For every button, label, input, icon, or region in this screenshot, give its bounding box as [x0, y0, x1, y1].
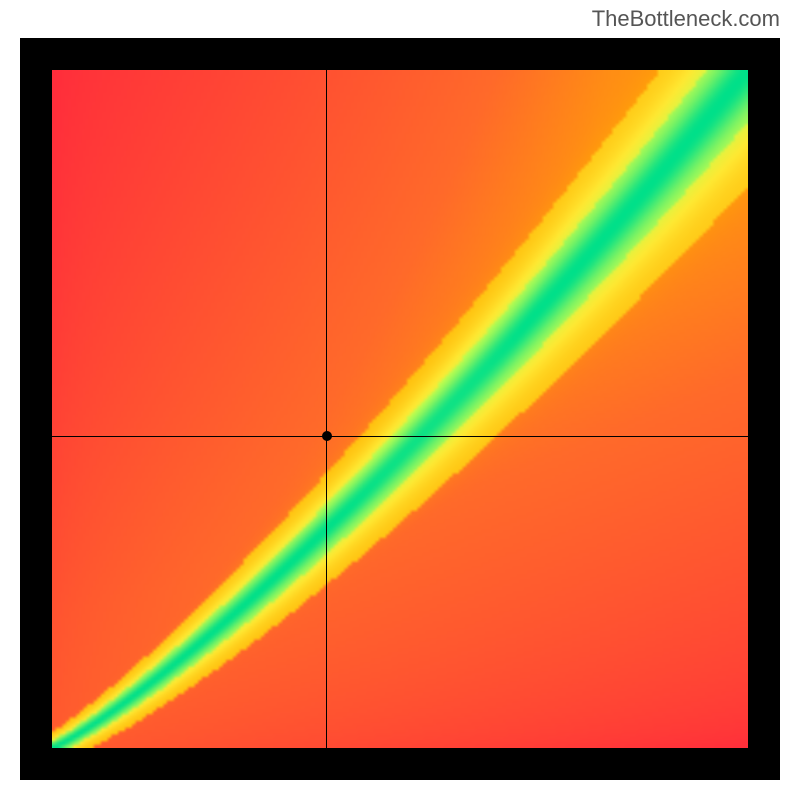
chart-container: TheBottleneck.com: [0, 0, 800, 800]
heatmap-plot: [52, 70, 748, 748]
heatmap-canvas: [52, 70, 748, 748]
chart-outer-frame: [20, 38, 780, 780]
watermark-text: TheBottleneck.com: [592, 6, 780, 32]
